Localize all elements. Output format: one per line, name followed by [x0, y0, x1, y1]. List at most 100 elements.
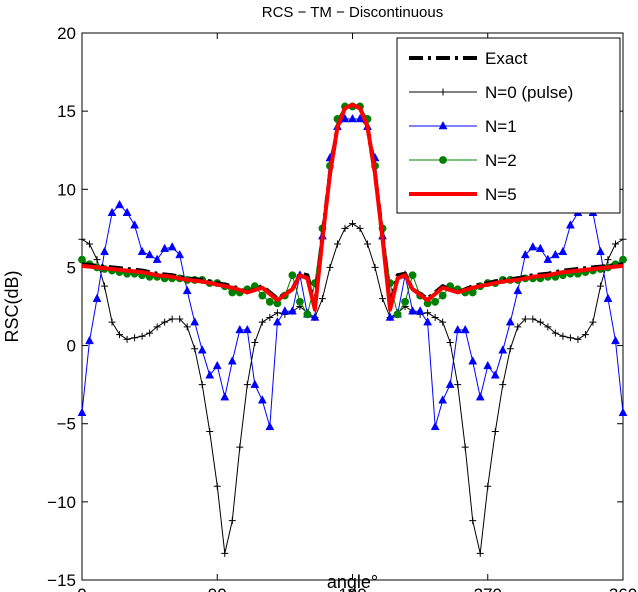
- y-tick-label: 10: [57, 180, 76, 199]
- data-point: [131, 334, 139, 342]
- legend-label: Exact: [485, 49, 528, 68]
- data-point: [182, 285, 192, 295]
- data-point: [212, 360, 222, 370]
- data-point: [423, 317, 433, 326]
- legend-label: N=2: [485, 151, 517, 170]
- data-point: [445, 379, 455, 388]
- data-point: [619, 255, 627, 264]
- data-point: [146, 329, 154, 337]
- data-point: [535, 243, 545, 252]
- data-point: [505, 317, 515, 326]
- data-point: [446, 338, 454, 346]
- data-point: [288, 271, 297, 280]
- data-point: [197, 345, 207, 354]
- data-point: [108, 318, 116, 326]
- data-point: [364, 240, 372, 248]
- data-point: [565, 220, 575, 229]
- data-point: [92, 293, 102, 302]
- data-point: [611, 240, 619, 248]
- data-point: [356, 224, 364, 232]
- data-point: [86, 240, 94, 248]
- data-point: [107, 207, 117, 216]
- data-point: [77, 407, 87, 417]
- data-point: [483, 360, 493, 370]
- data-point: [438, 291, 447, 300]
- legend-label: N=0 (pulse): [485, 83, 573, 102]
- data-point: [167, 242, 177, 251]
- data-point: [213, 482, 221, 490]
- data-point: [439, 88, 447, 96]
- data-point: [468, 356, 478, 365]
- data-point: [475, 392, 485, 401]
- data-point: [228, 517, 236, 525]
- data-point: [401, 297, 409, 306]
- data-point: [589, 318, 597, 326]
- data-point: [152, 254, 162, 263]
- data-point: [566, 334, 574, 342]
- data-point: [265, 297, 274, 306]
- y-tick-label: 15: [57, 102, 76, 121]
- data-point: [205, 370, 215, 379]
- data-point: [280, 306, 290, 315]
- data-point: [408, 306, 418, 315]
- data-point: [424, 309, 432, 317]
- data-point: [551, 329, 559, 337]
- data-point: [123, 335, 131, 343]
- x-tick-label: 90: [208, 585, 227, 592]
- data-point: [506, 345, 514, 353]
- data-point: [183, 323, 191, 331]
- data-point: [137, 246, 147, 256]
- data-point: [273, 309, 281, 317]
- data-point: [460, 324, 470, 334]
- data-point: [115, 199, 124, 209]
- data-point: [514, 323, 522, 331]
- data-point: [385, 312, 395, 321]
- data-point: [476, 549, 484, 557]
- data-point: [153, 323, 161, 331]
- data-point: [296, 297, 304, 306]
- data-point: [116, 331, 124, 339]
- data-point: [243, 381, 251, 389]
- data-point: [221, 549, 229, 557]
- y-tick-label: −10: [47, 493, 76, 512]
- data-point: [85, 335, 94, 345]
- data-point: [122, 207, 132, 216]
- data-point: [175, 249, 185, 259]
- data-point: [303, 310, 312, 319]
- data-point: [438, 395, 448, 404]
- data-point: [93, 256, 101, 264]
- plot-series: [77, 102, 628, 557]
- series-n-5: [81, 102, 624, 312]
- data-point: [619, 235, 627, 243]
- data-point: [544, 323, 552, 331]
- legend-label: N=5: [485, 185, 517, 204]
- x-tick-label: 0: [77, 585, 86, 592]
- data-point: [198, 381, 206, 389]
- data-point: [257, 395, 267, 404]
- data-point: [176, 315, 184, 323]
- data-point: [438, 120, 448, 130]
- x-tick-label: 180: [338, 585, 366, 592]
- data-point: [521, 315, 529, 323]
- data-point: [596, 282, 604, 290]
- y-tick-label: −15: [47, 571, 76, 590]
- data-point: [220, 392, 230, 401]
- x-axis-label: angle°: [327, 572, 378, 592]
- data-point: [574, 335, 582, 343]
- data-point: [138, 332, 146, 340]
- data-point: [529, 315, 537, 323]
- data-point: [348, 113, 357, 123]
- data-point: [227, 356, 237, 365]
- data-point: [168, 315, 176, 323]
- data-point: [415, 306, 425, 315]
- x-tick-label: 360: [609, 585, 637, 592]
- data-point: [393, 310, 402, 319]
- axes: 0 90 180 270 360 −15 −10 −5 0 5 10 15 20: [47, 24, 637, 592]
- data-point: [235, 324, 245, 334]
- data-point: [543, 254, 553, 263]
- data-point: [490, 370, 500, 379]
- data-point: [491, 428, 499, 436]
- legend: Exact N=0 (pulse) N=1 N=2 N=5: [396, 37, 621, 214]
- data-point: [266, 313, 274, 321]
- data-point: [206, 428, 214, 436]
